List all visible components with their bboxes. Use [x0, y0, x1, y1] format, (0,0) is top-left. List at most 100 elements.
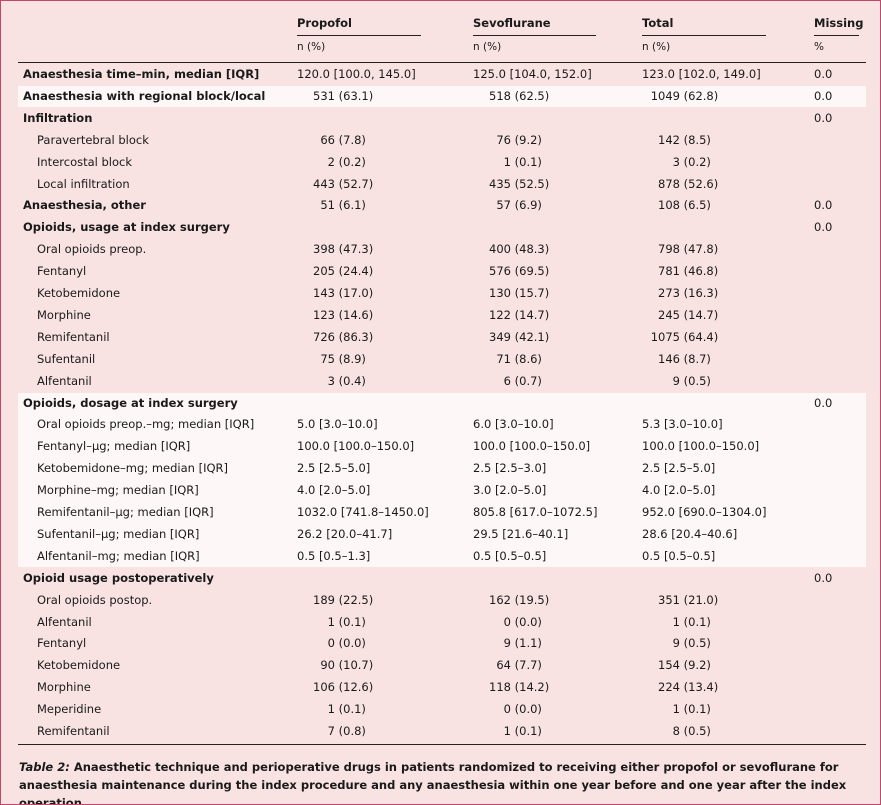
cell-value: 8 (0.5) — [672, 724, 711, 738]
cell-value: 245 (14.7) — [658, 307, 719, 322]
cell-value: 71 (8.6) — [496, 351, 542, 366]
cell-value: 6 (0.7) — [503, 373, 542, 388]
missing-value: 0.0 — [814, 67, 833, 81]
cell-value: 349 (42.1) — [489, 329, 550, 344]
missing-value: 0.0 — [814, 88, 833, 103]
cell-value: 90 (10.7) — [320, 658, 374, 673]
cell-value: 878 (52.6) — [658, 176, 719, 191]
column-header: Sevoflurane — [473, 16, 551, 30]
row-label: Sufentanil–µg; median [IQR] — [37, 526, 200, 541]
cell-value: 1049 (62.8) — [650, 88, 719, 103]
cell-value: 518 (62.5) — [489, 88, 550, 103]
cell-value: 130 (15.7) — [489, 286, 550, 300]
cell-value: 123 (14.6) — [313, 307, 374, 322]
cell-value: 5.3 [3.0–10.0] — [642, 417, 723, 432]
section-label: Opioids, dosage at index surgery — [23, 395, 238, 410]
cell-value: 1 (0.1) — [503, 154, 542, 169]
missing-value: 0.0 — [814, 220, 833, 235]
row-label: Remifentanil–µg; median [IQR] — [37, 505, 214, 519]
cell-value: 0 (0.0) — [503, 702, 542, 717]
cell-value: 118 (14.2) — [489, 680, 550, 695]
cell-value: 2 (0.2) — [327, 154, 366, 169]
cell-value: 120.0 [100.0, 145.0] — [297, 67, 416, 81]
cell-value: 123.0 [102.0, 149.0] — [642, 67, 761, 81]
cell-value: 75 (8.9) — [320, 351, 366, 366]
cell-value: 351 (21.0) — [658, 592, 719, 607]
cell-value: 2.5 [2.5–5.0] — [297, 461, 371, 476]
cell-value: 224 (13.4) — [658, 680, 719, 695]
cell-value: 189 (22.5) — [313, 592, 374, 607]
missing-value: 0.0 — [814, 570, 833, 585]
cell-value: 7 (0.8) — [327, 724, 366, 738]
row-label: Morphine–mg; median [IQR] — [37, 483, 199, 498]
cell-value: 0.5 [0.5–1.3] — [297, 548, 371, 563]
missing-value: 0.0 — [814, 198, 833, 213]
row-label: Ketobemidone — [37, 286, 121, 300]
cell-value: 146 (8.7) — [658, 351, 711, 366]
row-band — [18, 85, 866, 107]
row-label: Meperidine — [37, 702, 102, 717]
caption-text: Anaesthetic technique and perioperative … — [19, 760, 847, 805]
header-rule — [814, 35, 859, 36]
cell-value: 443 (52.7) — [313, 176, 374, 191]
row-label: Morphine — [37, 307, 91, 322]
cell-value: 57 (6.9) — [496, 198, 542, 213]
section-label: Opioids, usage at index surgery — [23, 220, 230, 235]
cell-value: 0 (0.0) — [503, 614, 542, 629]
row-label: Oral opioids preop. — [37, 242, 147, 257]
cell-value: 142 (8.5) — [658, 132, 711, 147]
row-label: Fentanyl — [37, 264, 87, 279]
cell-value: 2.5 [2.5–3.0] — [473, 461, 547, 476]
row-label: Alfentanil–mg; median [IQR] — [37, 548, 200, 563]
row-label: Ketobemidone–mg; median [IQR] — [37, 461, 229, 476]
cell-value: 3.0 [2.0–5.0] — [473, 483, 547, 498]
cell-value: 781 (46.8) — [658, 264, 719, 279]
caption-label: Table 2: — [19, 760, 70, 774]
cell-value: 6.0 [3.0–10.0] — [473, 417, 554, 432]
column-header: Propofol — [297, 16, 352, 30]
cell-value: 51 (6.1) — [320, 198, 366, 213]
cell-value: 1032.0 [741.8–1450.0] — [297, 505, 429, 519]
column-unit: n (%) — [642, 41, 671, 53]
cell-value: 122 (14.7) — [489, 307, 550, 322]
cell-value: 0.5 [0.5–0.5] — [642, 548, 716, 563]
section-label: Anaesthesia with regional block/local — [23, 88, 266, 103]
cell-value: 64 (7.7) — [496, 658, 542, 673]
cell-value: 1 (0.1) — [327, 614, 366, 629]
cell-value: 4.0 [2.0–5.0] — [297, 483, 371, 498]
cell-value: 726 (86.3) — [313, 329, 374, 344]
row-label: Remifentanil — [37, 329, 110, 344]
row-label: Sufentanil — [37, 351, 96, 366]
cell-value: 108 (6.5) — [658, 198, 711, 213]
column-unit: n (%) — [473, 41, 502, 53]
cell-value: 1 (0.1) — [503, 724, 542, 738]
cell-value: 435 (52.5) — [489, 176, 550, 191]
missing-value: 0.0 — [814, 110, 833, 125]
cell-value: 154 (9.2) — [658, 658, 711, 673]
cell-value: 100.0 [100.0–150.0] — [297, 439, 415, 454]
cell-value: 66 (7.8) — [320, 132, 366, 147]
caption: Table 2: Anaesthetic technique and perio… — [19, 758, 849, 805]
row-label: Ketobemidone — [37, 658, 121, 673]
cell-value: 0 (0.0) — [327, 636, 366, 651]
section-label: Anaesthesia, other — [23, 198, 146, 213]
header-rule — [473, 35, 596, 36]
cell-value: 400 (48.3) — [489, 242, 550, 257]
section-label: Anaesthesia time–min, median [IQR] — [23, 67, 260, 81]
cell-value: 2.5 [2.5–5.0] — [642, 461, 716, 476]
column-unit: % — [814, 41, 824, 53]
cell-value: 100.0 [100.0–150.0] — [642, 439, 760, 454]
cell-value: 398 (47.3) — [313, 242, 374, 257]
cell-value: 1075 (64.4) — [650, 329, 719, 344]
cell-value: 106 (12.6) — [313, 680, 374, 695]
cell-value: 28.6 [20.4–40.6] — [642, 526, 738, 541]
row-label: Oral opioids preop.–mg; median [IQR] — [37, 417, 255, 432]
row-label: Fentanyl–µg; median [IQR] — [37, 439, 191, 454]
bottom-rule — [18, 743, 866, 745]
cell-value: 100.0 [100.0–150.0] — [473, 439, 591, 454]
cell-value: 26.2 [20.0–41.7] — [297, 526, 393, 541]
header-rule — [18, 62, 866, 63]
cell-value: 9 (1.1) — [503, 636, 542, 651]
column-unit: n (%) — [297, 41, 326, 53]
